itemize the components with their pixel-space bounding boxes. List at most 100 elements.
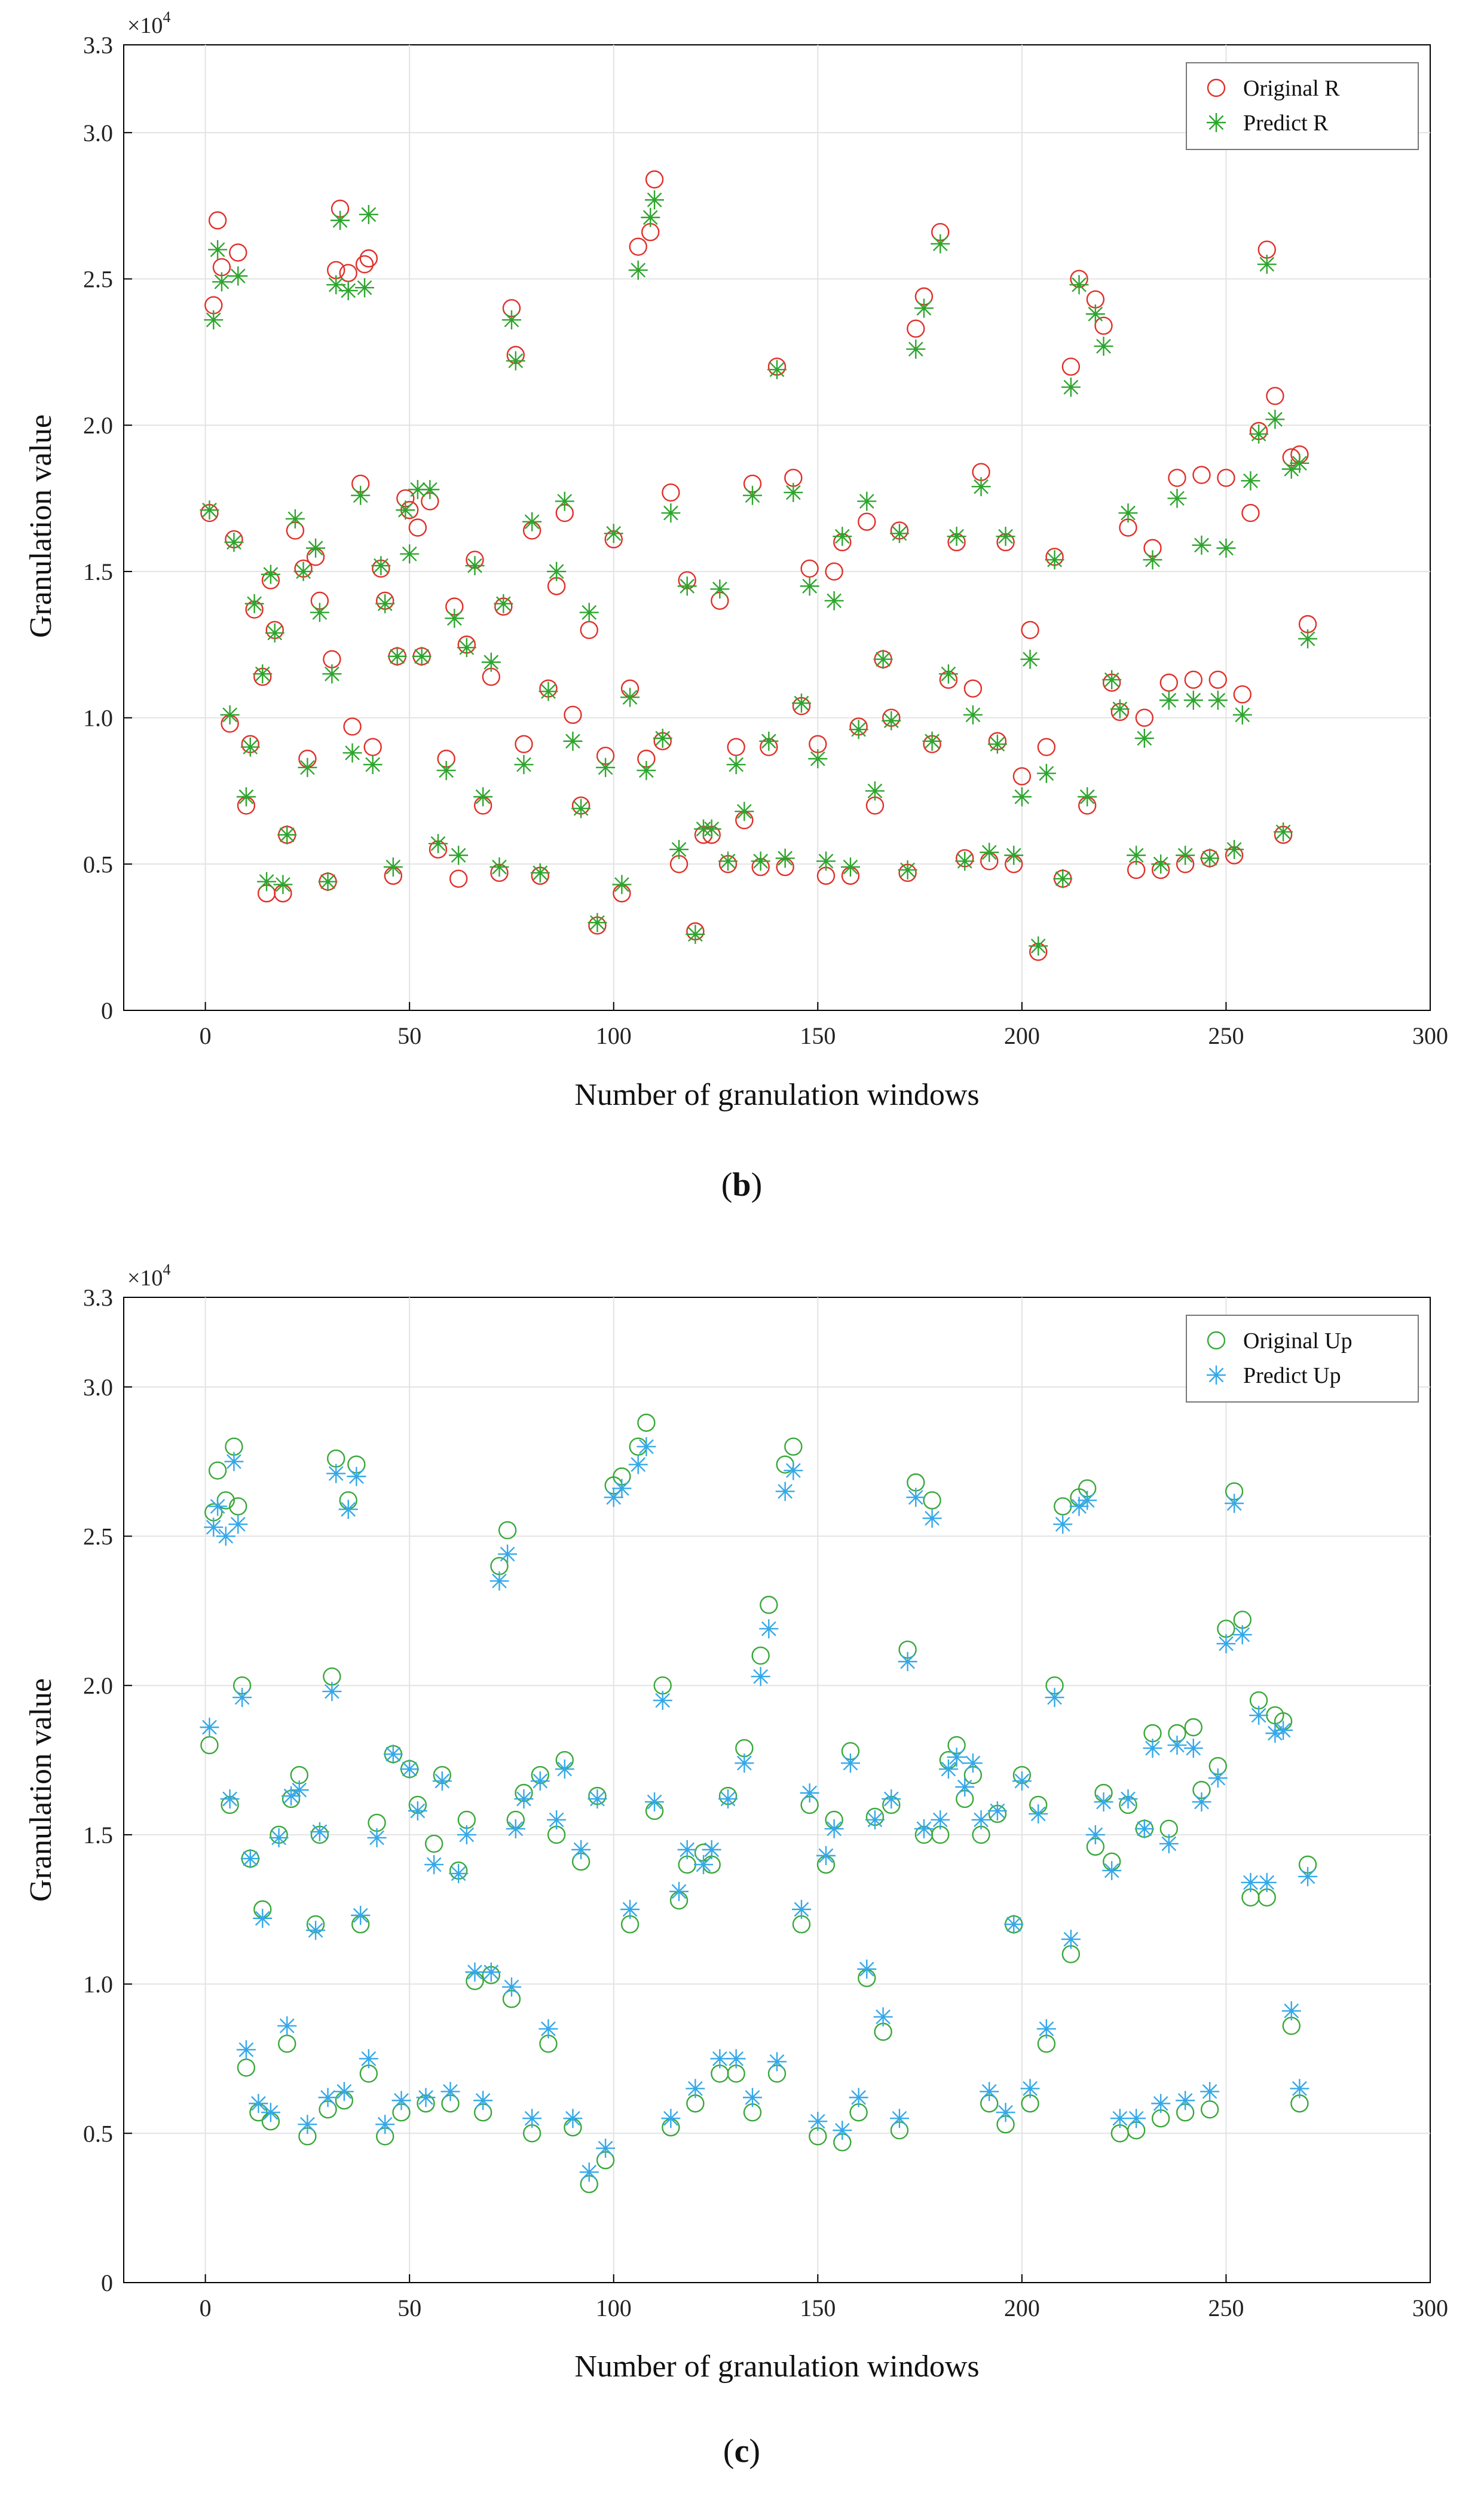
data-point-asterisk <box>514 754 534 774</box>
data-point-asterisk <box>322 664 342 684</box>
legend-marker <box>1207 1365 1226 1385</box>
data-point-asterisk <box>232 1688 252 1707</box>
data-point-asterisk <box>400 1759 420 1779</box>
legend-label: Predict Up <box>1243 1363 1341 1388</box>
data-point-asterisk <box>412 646 432 666</box>
data-point-asterisk <box>1053 1514 1073 1534</box>
data-point-asterisk <box>1151 854 1171 874</box>
data-point-asterisk <box>261 564 280 584</box>
data-point-asterisk <box>922 1508 942 1528</box>
data-point-circle <box>359 249 378 268</box>
data-point-asterisk <box>473 787 493 807</box>
data-point-asterisk <box>710 2049 730 2069</box>
data-point-asterisk <box>1225 1493 1244 1513</box>
data-point-asterisk <box>1004 845 1024 865</box>
y-tick-label: 0.5 <box>83 2120 113 2147</box>
data-point-asterisk <box>1290 2079 1309 2098</box>
data-point-asterisk <box>1265 410 1285 429</box>
data-point-asterisk <box>318 2088 338 2107</box>
data-point-asterisk <box>383 857 403 877</box>
data-point-asterisk <box>759 1619 779 1639</box>
data-point-asterisk <box>228 1514 248 1534</box>
data-point-asterisk <box>1232 1625 1252 1645</box>
data-point-asterisk <box>784 1461 803 1480</box>
data-point-asterisk <box>489 1571 509 1591</box>
data-point-asterisk <box>571 1840 591 1859</box>
data-point-asterisk <box>253 1908 273 1928</box>
data-point-asterisk <box>1225 839 1244 859</box>
data-point-asterisk <box>1078 1490 1097 1510</box>
data-point-asterisk <box>963 705 983 725</box>
data-point-asterisk <box>261 2103 280 2122</box>
data-point-asterisk <box>824 591 844 610</box>
data-point-asterisk <box>204 1517 224 1537</box>
data-point-asterisk <box>1110 2109 1130 2128</box>
data-point-asterisk <box>1159 691 1179 710</box>
data-point-circle <box>1184 1718 1203 1737</box>
panel-caption: (b) <box>721 1166 762 1203</box>
data-point-asterisk <box>784 482 803 502</box>
data-point-circle <box>449 869 468 888</box>
data-point-asterisk <box>351 1905 371 1925</box>
data-point-asterisk <box>1192 1792 1211 1811</box>
data-point-circle <box>629 237 647 256</box>
data-point-asterisk <box>342 743 362 763</box>
data-point-asterisk <box>1167 488 1187 508</box>
data-point-asterisk <box>481 652 501 672</box>
plot-area <box>123 44 1431 1011</box>
ticks: 0 50 100 150 200 250 300 0 0.5 1.0 1.5 2.0 2.5 3.0 3.3 <box>83 32 1448 1049</box>
data-point-asterisk <box>1176 2091 1195 2110</box>
data-point-asterisk <box>686 924 705 944</box>
data-point-asterisk <box>1069 275 1089 295</box>
data-point-asterisk <box>645 1792 665 1811</box>
data-point-asterisk <box>1012 787 1032 807</box>
x-tick-label: 50 <box>397 2295 421 2321</box>
data-point-asterisk <box>800 576 819 596</box>
data-point-asterisk <box>1061 1929 1081 1949</box>
data-point-circle <box>1217 469 1235 487</box>
data-point-asterisk <box>718 1789 738 1809</box>
legend-marker <box>1207 113 1226 132</box>
data-point-asterisk <box>996 2103 1015 2122</box>
data-point-asterisk <box>694 1855 714 1874</box>
data-point-asterisk <box>1134 1819 1154 1838</box>
data-point-asterisk <box>1241 471 1260 491</box>
data-point-asterisk <box>898 1652 917 1672</box>
data-point-asterisk <box>1281 459 1301 479</box>
data-point-asterisk <box>338 281 358 301</box>
data-point-asterisk <box>702 819 721 839</box>
data-point-asterisk <box>563 2109 583 2128</box>
data-point-asterisk <box>889 524 909 543</box>
data-point-asterisk <box>293 561 313 581</box>
data-point-asterisk <box>432 1771 452 1791</box>
data-point-asterisk <box>1085 1825 1105 1844</box>
exponent-label: ×104 <box>127 8 170 38</box>
data-point-asterisk <box>808 749 828 769</box>
caption-open-paren: ( <box>723 2433 735 2470</box>
data-point-asterisk <box>775 1481 795 1501</box>
data-point-asterisk <box>1020 2079 1040 2098</box>
data-point-asterisk <box>1061 377 1081 397</box>
data-point-asterisk <box>735 1754 754 1773</box>
data-point-asterisk <box>914 1819 934 1838</box>
data-point-asterisk <box>326 275 346 295</box>
data-point-asterisk <box>1167 1736 1187 1755</box>
data-point-asterisk <box>228 266 248 286</box>
data-point-asterisk <box>306 538 326 558</box>
data-point-circle <box>1192 466 1211 484</box>
data-point-asterisk <box>269 1828 289 1847</box>
data-point-circle <box>858 512 876 531</box>
data-point-asterisk <box>1216 538 1236 558</box>
data-point-asterisk <box>1159 1834 1179 1853</box>
data-point-asterisk <box>506 1819 525 1838</box>
data-point-asterisk <box>522 2109 542 2128</box>
data-point-asterisk <box>840 1754 860 1773</box>
data-point-asterisk <box>882 711 901 731</box>
data-point-asterisk <box>677 576 697 596</box>
data-point-circle <box>1094 316 1113 335</box>
data-point-asterisk <box>473 2091 493 2110</box>
data-point-asterisk <box>375 594 395 613</box>
data-point-asterisk <box>1102 670 1122 689</box>
data-point-asterisk <box>383 1745 403 1764</box>
legend: Original R Predict R <box>1186 62 1419 150</box>
